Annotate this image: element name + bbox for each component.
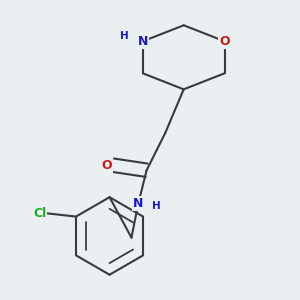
Text: N: N	[133, 197, 143, 210]
Text: Cl: Cl	[33, 207, 46, 220]
Text: O: O	[101, 159, 112, 172]
Text: H: H	[120, 31, 129, 41]
Text: H: H	[152, 201, 161, 211]
Text: N: N	[138, 35, 148, 48]
Text: O: O	[219, 35, 230, 48]
